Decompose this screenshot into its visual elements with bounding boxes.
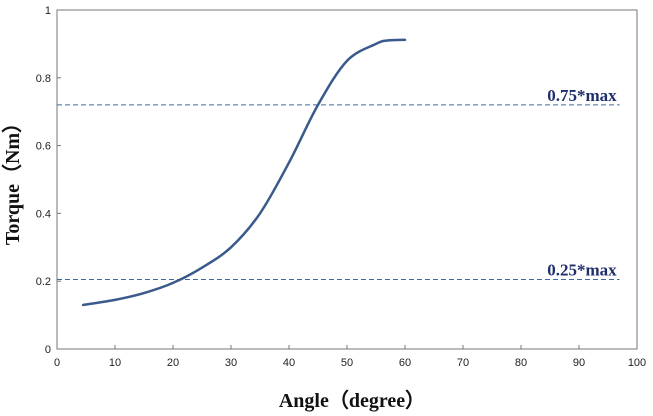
y-axis-ticks: 0 0.2 0.4 0.6 0.8 1 [36, 5, 61, 356]
x-tick-label: 10 [109, 357, 121, 369]
y-tick-label: 1 [45, 5, 51, 17]
reference-line-label: 0.25*max [547, 261, 617, 280]
x-tick-label: 100 [628, 357, 646, 369]
torque-curve [81, 38, 407, 307]
y-tick-label: 0.8 [36, 73, 51, 85]
y-tick-label: 0 [45, 344, 51, 356]
x-tick-label: 0 [54, 357, 60, 369]
x-tick-label: 90 [573, 357, 585, 369]
x-tick-label: 60 [399, 357, 411, 369]
x-tick-label: 50 [341, 357, 353, 369]
y-axis-title: Torque（Nm） [1, 113, 24, 245]
y-tick-label: 0.4 [36, 208, 51, 220]
y-tick-label: 0.6 [36, 141, 51, 153]
x-tick-label: 30 [225, 357, 237, 369]
x-tick-label: 40 [283, 357, 295, 369]
y-tick-label: 0.2 [36, 276, 51, 288]
reference-line-label: 0.75*max [547, 86, 617, 105]
x-tick-label: 20 [167, 357, 179, 369]
x-tick-label: 80 [515, 357, 527, 369]
series-layer [81, 38, 407, 307]
x-axis-title: Angle（degree） [279, 389, 425, 412]
reference-lines: 0.75*max 0.25*max [57, 86, 620, 281]
x-axis-ticks: 0 10 20 30 40 50 60 70 80 90 100 [54, 345, 646, 369]
x-tick-label: 70 [457, 357, 469, 369]
